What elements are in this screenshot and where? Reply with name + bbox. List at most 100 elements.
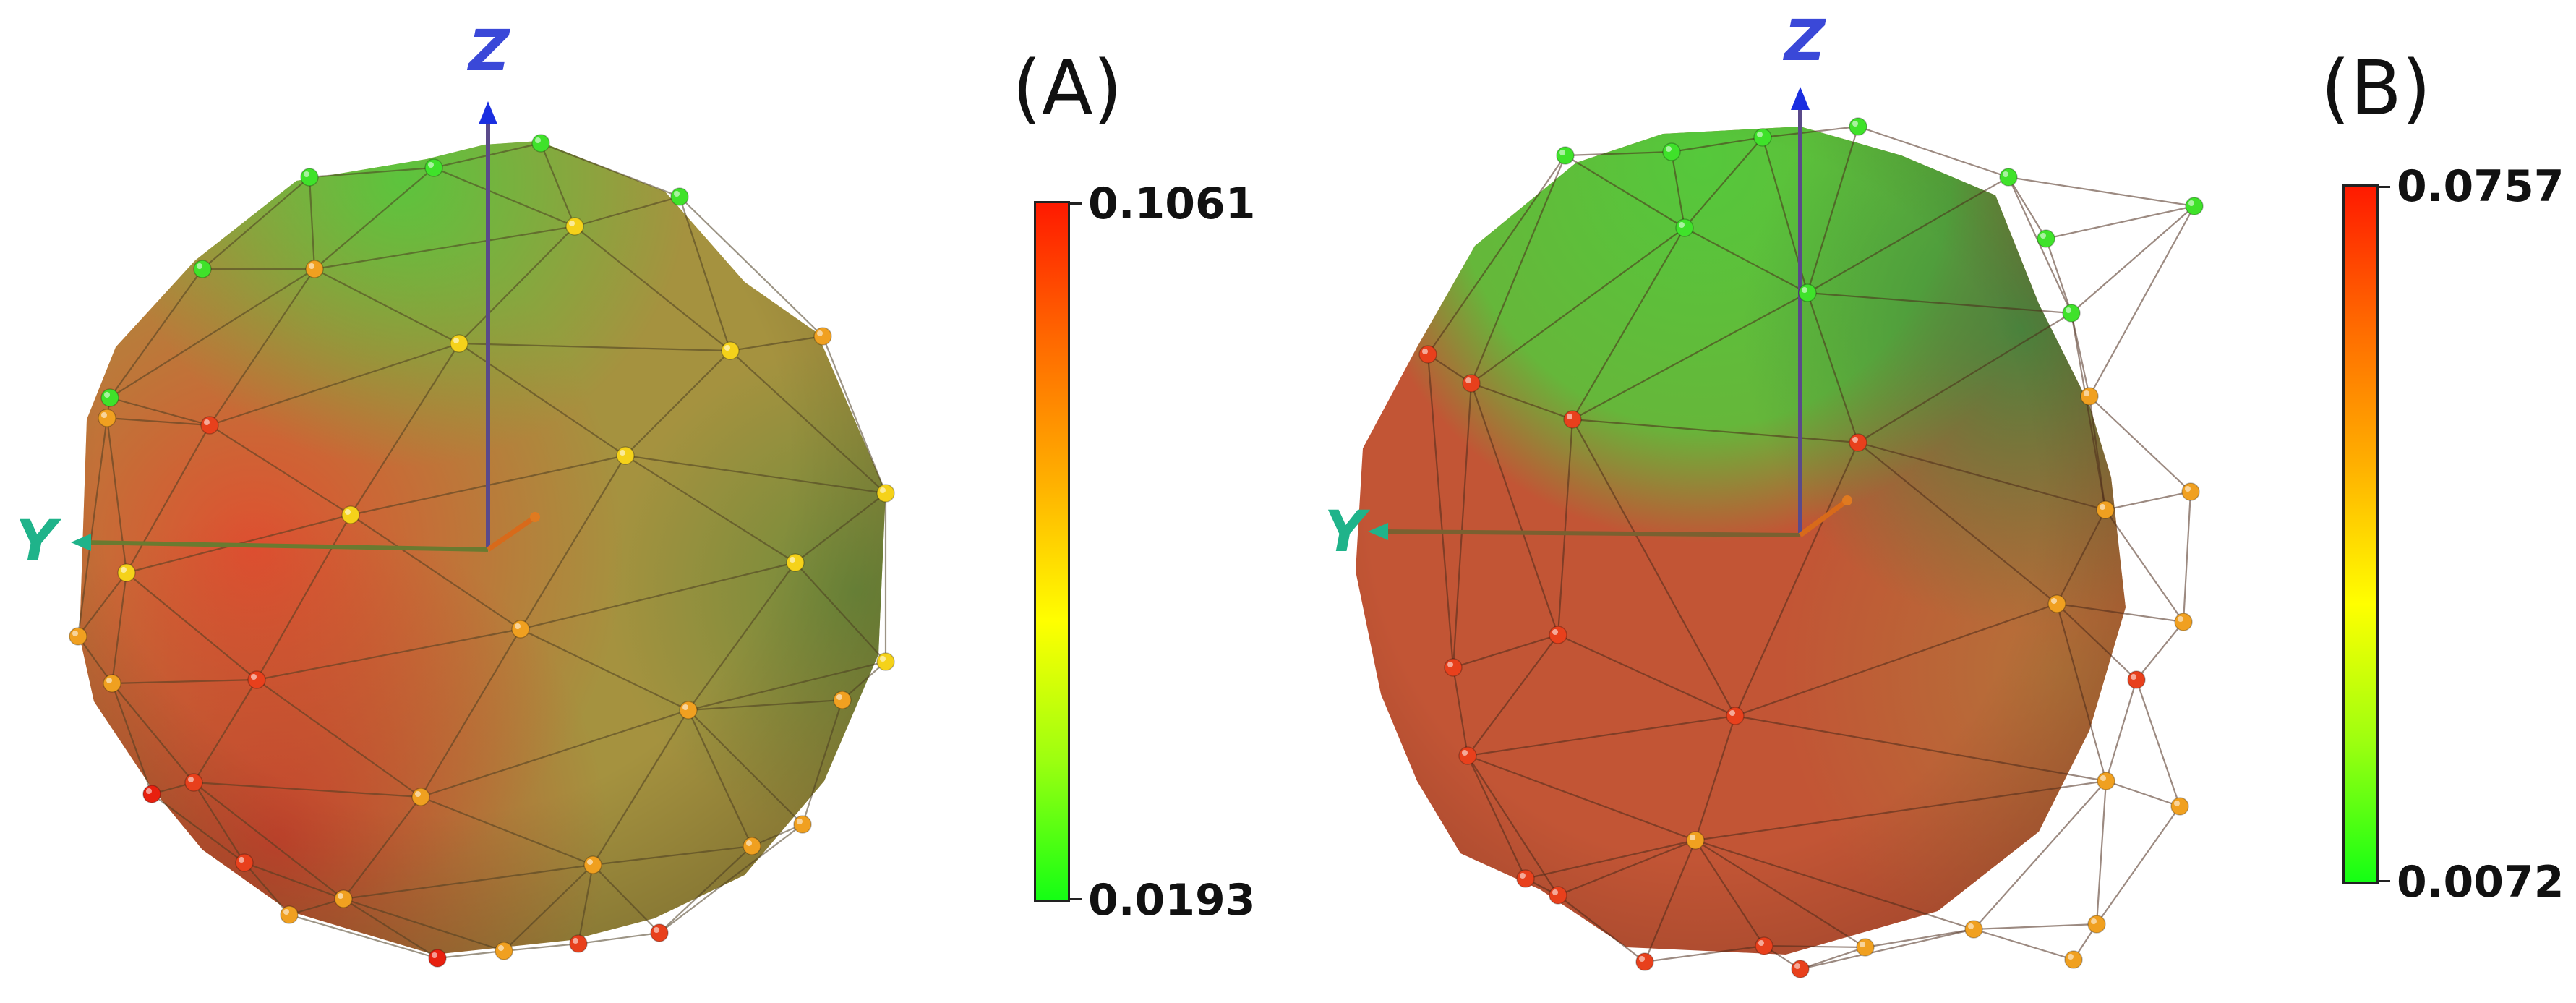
mesh-edge — [458, 342, 731, 352]
mesh-node-highlight — [2174, 801, 2180, 806]
mesh-node — [1798, 283, 1817, 302]
mesh-node-highlight — [2068, 954, 2074, 960]
mesh-edge — [1643, 840, 1697, 963]
mesh-edge — [1565, 155, 1685, 229]
mesh-edge — [256, 679, 422, 798]
mesh-edge — [1807, 176, 2009, 294]
mesh-node-highlight — [2051, 598, 2057, 604]
mesh-edge — [193, 782, 344, 900]
mesh-node — [1418, 345, 1437, 364]
mesh-edge — [106, 417, 128, 573]
mesh-edge — [592, 864, 660, 934]
mesh-edge — [1557, 895, 1646, 963]
mesh-edge — [209, 268, 315, 426]
y-axis-label-b: Y — [1325, 500, 1366, 565]
mesh-node — [424, 158, 443, 177]
mesh-node-highlight — [797, 819, 803, 824]
mesh-node — [280, 905, 299, 924]
panel-label-a: (A) — [1012, 44, 1123, 132]
mesh-edge — [1865, 928, 1974, 949]
mesh-edge — [106, 417, 210, 427]
mesh-node — [247, 670, 266, 689]
mesh-node — [1563, 410, 1582, 429]
colorbar-b-max-label: 0.0757 — [2397, 161, 2564, 212]
mesh-node — [2080, 387, 2099, 406]
mesh-node — [2062, 304, 2081, 323]
mesh-node-highlight — [304, 171, 309, 177]
mesh-edge — [2182, 491, 2192, 623]
mesh-edge — [1973, 928, 2074, 961]
mesh-edge — [577, 864, 594, 944]
mesh-edge — [574, 226, 731, 351]
mesh-node-highlight — [1559, 150, 1565, 155]
mesh-node-highlight — [204, 419, 210, 425]
sphere-mesh-a — [69, 101, 895, 968]
mesh-edge — [2089, 396, 2191, 492]
mesh-edge — [256, 628, 521, 681]
mesh-edge — [1734, 714, 2107, 782]
mesh-edge — [520, 455, 626, 630]
mesh-node — [117, 563, 136, 582]
mesh-node-highlight — [2091, 918, 2097, 924]
mesh-edge — [1470, 155, 1567, 384]
mesh-node — [193, 260, 212, 278]
mesh-edge — [2105, 780, 2181, 808]
mesh-node — [2174, 613, 2193, 631]
mesh-edge — [111, 678, 257, 685]
mesh-edge — [193, 782, 245, 863]
mesh-node — [1726, 707, 1745, 725]
mesh-edge — [2008, 176, 2047, 239]
mesh-edge — [1572, 419, 1736, 717]
z-axis-label-b: Z — [1784, 9, 1826, 74]
z-axis-arrow-icon — [479, 101, 497, 124]
mesh-node — [2185, 197, 2204, 215]
mesh-node — [1856, 938, 1875, 957]
mesh-edge — [688, 709, 753, 847]
mesh-node — [2096, 500, 2115, 519]
mesh-node — [511, 620, 530, 639]
mesh-edge — [2135, 679, 2181, 807]
mesh-node-highlight — [573, 938, 578, 944]
mesh-node-highlight — [428, 162, 434, 168]
mesh-edge — [578, 931, 660, 945]
mesh-node-highlight — [880, 656, 886, 662]
mesh-edge — [111, 683, 153, 795]
mesh-edge — [1734, 602, 2058, 717]
mesh-node — [2097, 772, 2115, 790]
mesh-node — [721, 341, 740, 360]
mesh-edge — [2105, 509, 2184, 623]
mesh-edge — [540, 142, 680, 198]
mesh-node — [1458, 746, 1477, 765]
mesh-edge — [625, 454, 886, 495]
y-axis-arrow-icon — [1368, 523, 1388, 540]
mesh-edge — [2056, 602, 2184, 623]
mesh-node — [1635, 952, 1654, 971]
mesh-edge — [1427, 155, 1566, 355]
mesh-node-highlight — [2188, 200, 2194, 206]
mesh-node — [142, 785, 161, 803]
mesh-node-highlight — [836, 694, 842, 700]
mesh-edge — [679, 196, 823, 337]
x-axis-line — [487, 515, 536, 552]
mesh-node — [98, 409, 116, 427]
mesh-edge — [350, 343, 460, 516]
mesh-node-highlight — [251, 674, 257, 680]
mesh-node-highlight — [2100, 775, 2106, 781]
mesh-node-highlight — [1465, 377, 1471, 383]
mesh-node — [876, 652, 895, 671]
mesh-edge — [1572, 227, 1685, 420]
mesh-edge — [1467, 714, 1736, 757]
mesh-edge — [1467, 754, 1696, 842]
mesh-node-highlight — [724, 345, 730, 351]
mesh-edge — [688, 660, 886, 712]
mesh-node — [450, 334, 468, 353]
mesh-edge — [659, 824, 803, 934]
mesh-edge — [1671, 136, 1763, 153]
mesh-node-highlight — [790, 557, 795, 563]
mesh-node-highlight — [2185, 486, 2191, 492]
mesh-node — [235, 853, 254, 872]
mesh-edge — [151, 793, 245, 863]
mesh-edge — [821, 336, 887, 494]
mesh-edge — [350, 514, 521, 630]
mesh-node — [1755, 936, 1773, 955]
